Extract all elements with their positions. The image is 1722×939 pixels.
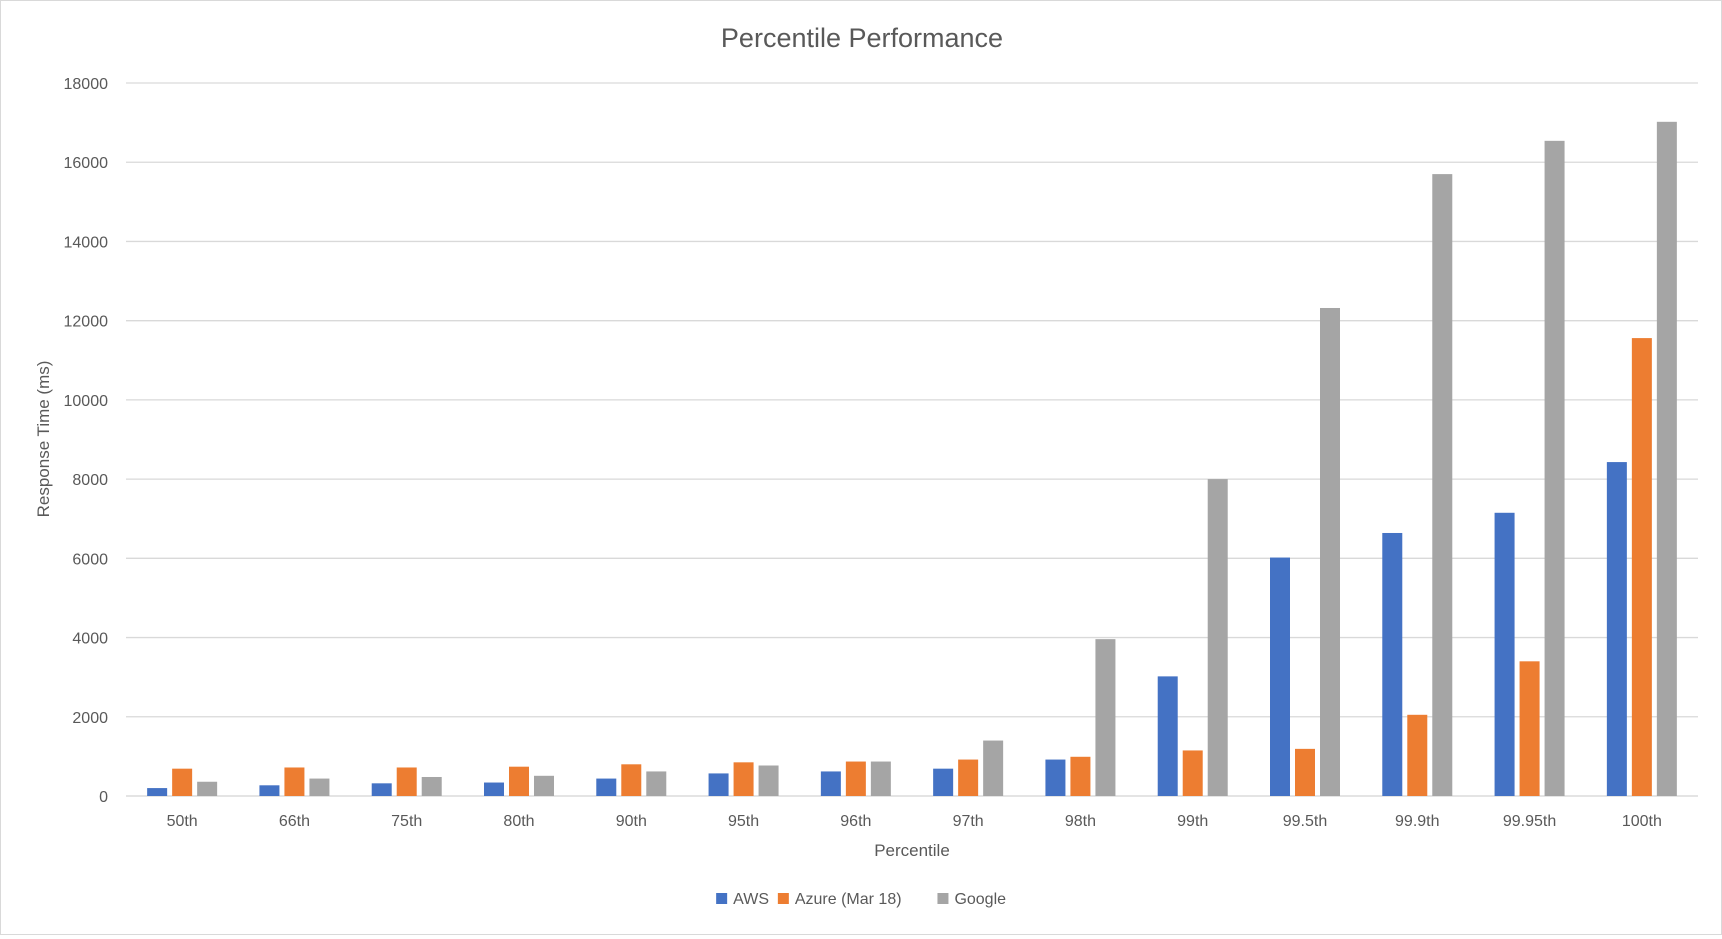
x-tick-label: 100th: [1622, 813, 1662, 830]
x-tick-label: 99.95th: [1503, 813, 1556, 830]
bar-aws-99-95th: [1494, 512, 1515, 796]
bar-google-99-5th: [1320, 307, 1340, 796]
bar-aws-98th: [1045, 759, 1066, 796]
x-tick-label: 95th: [728, 813, 759, 830]
bar-azure-mar-18-90th: [621, 764, 642, 796]
y-tick-label: 12000: [64, 314, 109, 331]
x-tick-label: 90th: [616, 813, 647, 830]
bar-azure-mar-18-96th: [845, 761, 866, 796]
x-tick-label: 99.9th: [1395, 813, 1439, 830]
legend-label: Azure (Mar 18): [795, 891, 902, 908]
x-tick-label: 99th: [1177, 813, 1208, 830]
x-tick-label: 80th: [503, 813, 534, 830]
legend-item: Google: [937, 891, 1006, 908]
legend-label: AWS: [733, 891, 769, 908]
x-tick-label: 99.5th: [1283, 813, 1327, 830]
legend-label: Google: [954, 891, 1006, 908]
x-axis-ticks: 50th 66th 75th 80th 90th 95th 96th 97th 98th 99th…: [167, 813, 1662, 830]
bar-google-50th: [197, 781, 218, 796]
x-tick-label: 75th: [391, 813, 422, 830]
x-axis-title: Percentile: [874, 841, 950, 860]
y-tick-label: 16000: [64, 155, 109, 172]
bar-azure-mar-18-100th: [1631, 338, 1652, 796]
bar-google-98th: [1095, 639, 1116, 796]
bars: [147, 121, 1677, 797]
y-axis-title: Response Time (ms): [34, 361, 53, 518]
legend-swatch: [937, 893, 949, 904]
bar-google-80th: [534, 775, 554, 796]
legend-item: Azure (Mar 18): [777, 891, 902, 908]
y-tick-label: 6000: [72, 551, 108, 568]
bar-google-99-9th: [1432, 174, 1453, 796]
bar-aws-97th: [933, 768, 954, 796]
y-tick-label: 0: [99, 789, 108, 806]
x-tick-label: 66th: [279, 813, 310, 830]
bar-aws-99th: [1157, 676, 1178, 796]
y-tick-label: 4000: [72, 631, 108, 648]
y-tick-label: 2000: [72, 710, 108, 727]
bar-azure-mar-18-99th: [1182, 750, 1203, 796]
bar-azure-mar-18-99-9th: [1407, 714, 1428, 796]
bar-aws-99-9th: [1382, 532, 1403, 796]
bar-aws-99-5th: [1270, 557, 1290, 796]
bar-azure-mar-18-75th: [396, 767, 417, 796]
chart-title: Percentile Performance: [721, 23, 1003, 53]
bar-google-99th: [1207, 479, 1228, 796]
y-tick-label: 18000: [64, 76, 109, 93]
bar-aws-50th: [147, 788, 168, 796]
gridlines: [126, 82, 1698, 797]
x-tick-label: 96th: [840, 813, 871, 830]
y-tick-label: 8000: [72, 472, 108, 489]
bar-google-90th: [646, 771, 667, 796]
bar-aws-90th: [596, 778, 617, 796]
bar-google-66th: [309, 778, 330, 796]
bar-google-75th: [421, 776, 442, 796]
bar-azure-mar-18-80th: [509, 766, 529, 796]
bar-azure-mar-18-95th: [733, 762, 754, 796]
bar-azure-mar-18-99-5th: [1295, 748, 1315, 796]
bar-azure-mar-18-66th: [284, 767, 305, 796]
bar-google-97th: [983, 740, 1004, 796]
bar-azure-mar-18-97th: [958, 759, 979, 796]
bar-aws-100th: [1606, 462, 1627, 796]
bar-azure-mar-18-98th: [1070, 756, 1091, 796]
y-tick-label: 10000: [64, 393, 109, 410]
y-tick-label: 14000: [64, 234, 109, 251]
bar-aws-75th: [371, 783, 392, 796]
bar-azure-mar-18-50th: [172, 768, 193, 796]
bar-google-95th: [758, 765, 779, 796]
bar-google-99-95th: [1544, 140, 1565, 797]
legend-swatch: [716, 893, 728, 904]
bar-google-96th: [870, 761, 891, 796]
bar-aws-96th: [820, 771, 841, 796]
legend-item: AWS: [716, 891, 769, 908]
x-tick-label: 98th: [1065, 813, 1096, 830]
bar-aws-95th: [708, 773, 729, 796]
legend-swatch: [777, 893, 789, 904]
x-tick-label: 97th: [953, 813, 984, 830]
bar-azure-mar-18-99-95th: [1519, 661, 1540, 796]
bar-aws-66th: [259, 785, 280, 796]
bar-aws-80th: [484, 782, 504, 796]
y-axis-ticks: 0 2000 4000 6000 8000 10000 12000 14000 16000 180…: [64, 76, 109, 806]
x-tick-label: 50th: [167, 813, 198, 830]
legend: AWS Azure (Mar 18) Google: [716, 891, 1006, 908]
bar-google-100th: [1656, 121, 1677, 796]
